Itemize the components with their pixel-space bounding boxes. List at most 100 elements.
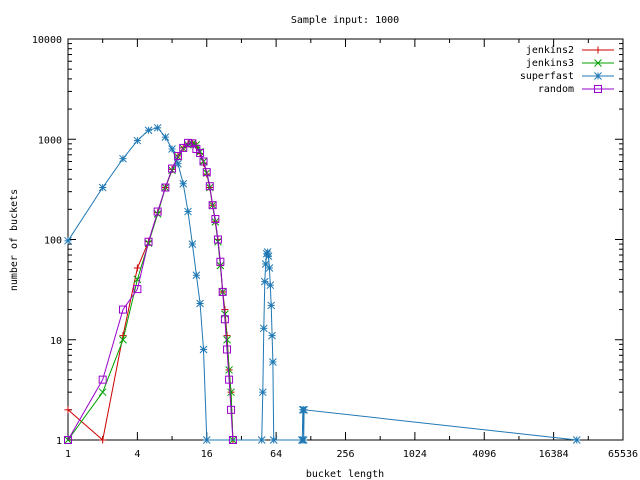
superfast-point [259,324,268,333]
chart-title: Sample input: 1000 [291,15,399,26]
legend-label: jenkins3 [526,58,574,69]
superfast-point [153,123,162,132]
legend-marker [594,59,602,67]
superfast-point [258,388,267,397]
plot-frame [67,38,624,441]
y-tick-label: 1 [56,436,62,447]
random-point [144,237,153,246]
random-point [208,201,217,210]
superfast-point [168,145,176,153]
y-axis-label: number of buckets [9,189,20,291]
y-tick-label: 10 [50,336,62,347]
series-jenkins3 [64,139,237,444]
random-point [199,157,208,166]
x-tick-label: 4 [134,449,140,460]
x-tick-label: 16384 [539,449,569,460]
random-point [153,207,162,216]
y-tick-label: 1000 [38,135,62,146]
random-line [67,142,234,441]
random-point [183,138,192,147]
superfast-point [192,271,201,280]
superfast-point [144,126,153,135]
random-point [211,215,220,224]
x-tick-label: 256 [336,449,354,460]
random-point [179,143,188,152]
superfast-point [265,264,274,272]
legend-label: jenkins2 [526,45,574,56]
random-point [218,287,227,296]
y-tick-label: 100 [44,236,62,247]
random-point [64,436,72,444]
superfast-point [196,299,204,308]
superfast-point [202,436,211,444]
x-tick-label: 16 [201,449,213,460]
superfast-point [119,154,127,163]
x-tick-label: 4096 [472,449,496,460]
jenkins3-point [223,335,231,344]
legend-label: random [538,84,574,95]
random-point [227,405,236,414]
superfast-point [268,331,276,340]
jenkins2-point [99,436,107,444]
random-point [161,183,170,192]
jenkins2-point [64,406,72,414]
random-point [205,182,214,191]
series-layer [64,123,581,444]
superfast-point [64,236,72,245]
jenkins2-point [133,264,141,272]
x-tick-label: 64 [270,449,282,460]
superfast-point [269,436,278,444]
y-tick-label: 10000 [32,35,62,46]
legend-label: superfast [520,71,574,82]
superfast-point [572,436,581,444]
legend: jenkins2 jenkins3 superfast random [520,45,614,95]
random-point [168,164,177,173]
series-jenkins2 [64,139,237,444]
superfast-point [264,252,273,261]
random-point [196,148,205,157]
random-point [220,315,229,324]
jenkins3-point [225,366,233,374]
superfast-point [161,133,170,141]
superfast-point [257,436,266,444]
legend-marker [594,72,602,80]
random-point [173,152,182,161]
jenkins3-point [168,166,176,175]
random-point [228,436,237,444]
superfast-point [267,301,276,310]
random-point [223,345,232,354]
superfast-point [300,405,308,414]
superfast-point [184,207,192,216]
random-point [188,139,197,148]
superfast-line [67,127,577,441]
superfast-point [188,240,197,248]
x-tick-label: 1 [65,449,71,460]
x-tick-label: 1024 [403,449,427,460]
superfast-point [133,136,142,145]
superfast-point [199,345,208,354]
superfast-point [98,183,107,192]
superfast-point [299,436,308,444]
legend-marker [594,85,602,93]
jenkins3-point [153,210,162,218]
random-point [225,375,234,384]
jenkins3-point [98,388,107,397]
axes: 1 4 16 64 256 1024 4096 16384 65536 1 10 100 1000 100… [32,35,638,460]
jenkins3-line [67,143,234,441]
random-point [118,305,127,314]
random-point [213,235,222,244]
superfast-point [266,281,275,290]
superfast-point [179,179,188,188]
random-point [216,257,225,266]
x-axis-label: bucket length [306,469,384,480]
jenkins3-point [119,335,127,344]
jenkins3-point [227,388,235,397]
superfast-point [260,277,269,286]
series-superfast [64,123,581,444]
random-point [98,375,107,384]
random-point [202,168,211,177]
random-point [133,285,142,294]
legend-marker [594,46,602,54]
series-random [64,138,237,444]
